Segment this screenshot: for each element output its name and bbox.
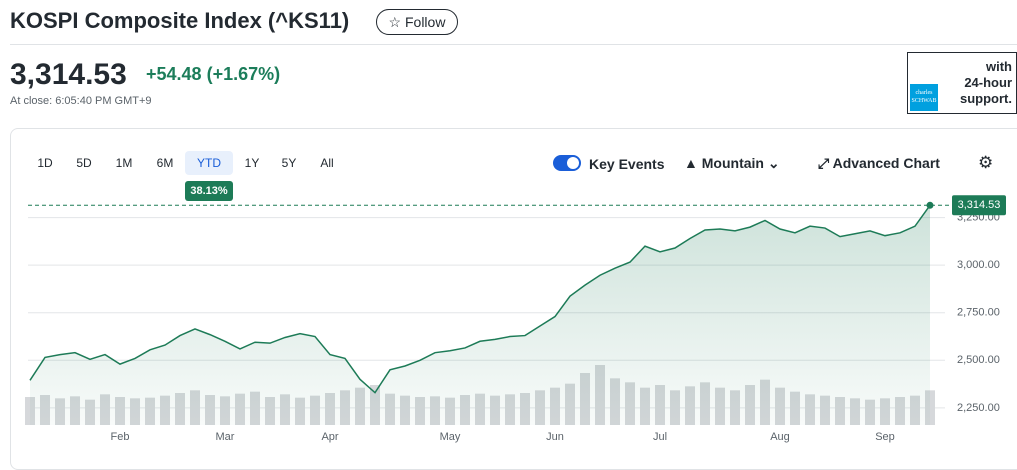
ad-line: with (986, 59, 1012, 74)
logo-bottom: SCHWAB (911, 98, 937, 104)
range-button[interactable]: 1D (37, 156, 53, 170)
advanced-chart[interactable]: ⤢ Advanced Chart (818, 155, 940, 171)
key-events-label[interactable]: Key Events (589, 156, 665, 172)
range-change: 38.13% (185, 181, 233, 201)
ad-line: 24-hour (964, 75, 1012, 90)
range-button[interactable]: 1Y (244, 156, 260, 170)
y-tick-label: 2,500.00 (957, 354, 1000, 366)
change-value: +54.48 (146, 64, 202, 84)
change: +54.48 (+1.67%) (146, 64, 280, 85)
x-tick-label: Sep (875, 431, 895, 443)
advanced-label: Advanced Chart (832, 155, 940, 171)
range-button[interactable]: 5Y (281, 156, 297, 170)
area (30, 205, 930, 425)
range-button[interactable]: YTD (185, 151, 233, 175)
last-price-box (952, 195, 1006, 216)
close-time: At close: 6:05:40 PM GMT+9 (10, 95, 152, 107)
x-tick-label: Jul (653, 431, 667, 443)
ad-line: support. (960, 91, 1012, 106)
divider (10, 44, 1017, 45)
follow-label: Follow (404, 14, 446, 30)
range-button[interactable]: 5D (76, 156, 92, 170)
y-tick-label: 2,750.00 (957, 307, 1000, 319)
last-point (926, 201, 934, 209)
chart-type-label: Mountain (701, 155, 764, 171)
follow-button[interactable]: ☆ Follow (376, 9, 458, 35)
change-percent: (+1.67%) (206, 64, 281, 84)
line (29, 204, 931, 394)
range-button[interactable]: All (320, 156, 334, 170)
x-tick-label: Aug (770, 431, 790, 443)
y-tick-label: 3,000.00 (957, 259, 1000, 271)
ad-text: with 24-hour support. (944, 59, 1012, 107)
range-button[interactable]: 6M (156, 156, 174, 170)
title: KOSPI Composite Index (^KS11) (10, 8, 350, 33)
x-tick-label: May (440, 431, 461, 443)
x-tick-label: Feb (111, 431, 130, 443)
chart-type-menu[interactable]: ▲ Mountain ⌄ (684, 155, 780, 171)
key-events-toggle[interactable] (553, 155, 581, 171)
settings-icon[interactable]: ⚙ (978, 153, 994, 172)
value-label: 3,314.53 (958, 199, 1001, 211)
logo-top: charles (915, 90, 933, 96)
price: 3,314.53 (10, 58, 127, 91)
y-tick-label: 2,250.00 (957, 402, 1000, 414)
x-tick-label: Apr (321, 431, 338, 443)
x-tick-label: Mar (216, 431, 235, 443)
x-tick-label: Jun (546, 431, 564, 443)
ad-logo: charles SCHWAB (910, 84, 938, 111)
range-button[interactable]: 1M (115, 156, 133, 170)
